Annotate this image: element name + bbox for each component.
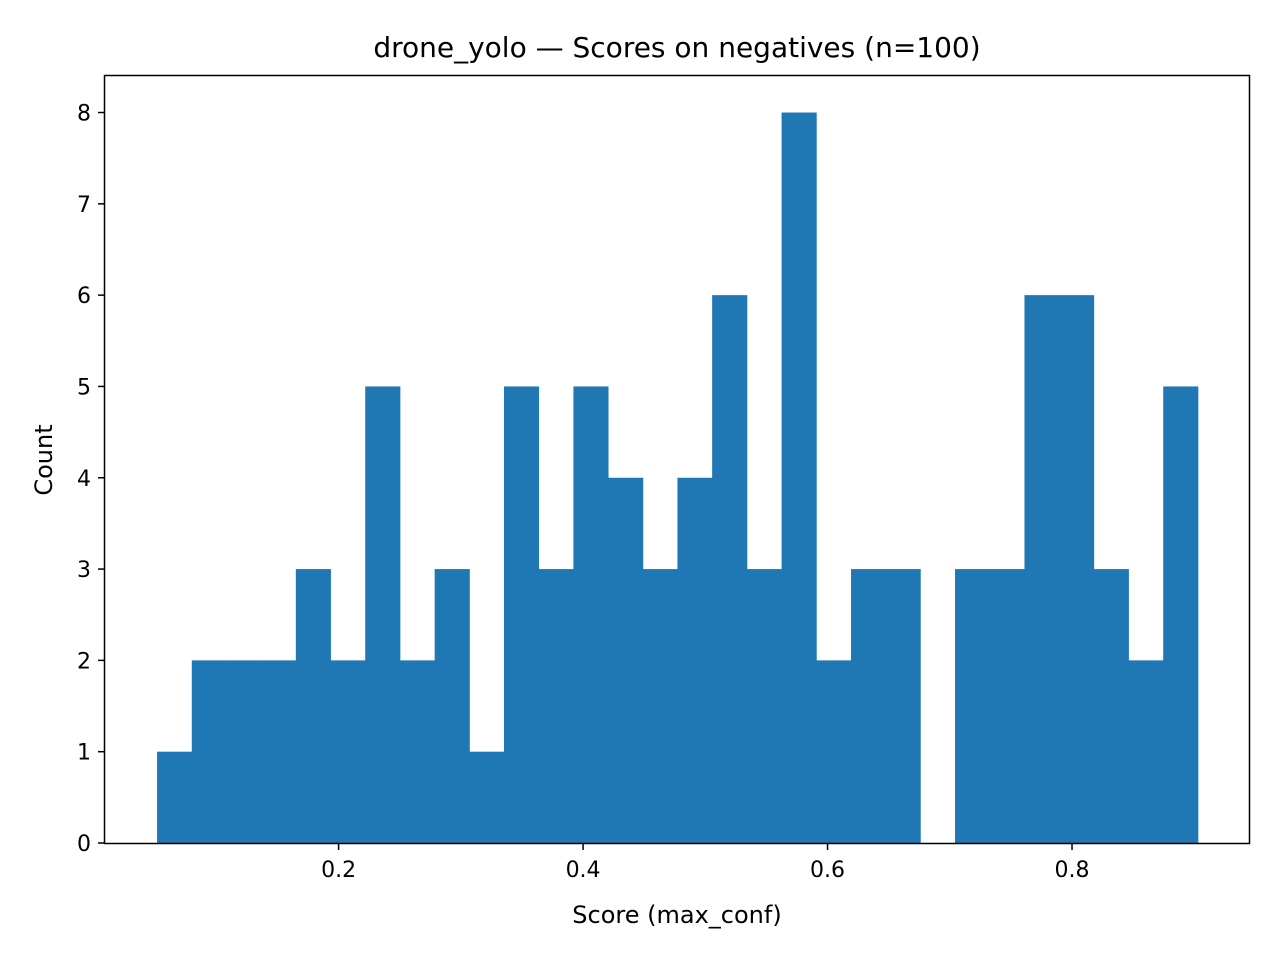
histogram-bar — [851, 569, 887, 843]
histogram-bar — [434, 569, 470, 843]
histogram-bar — [1093, 569, 1129, 843]
histogram-bar — [157, 751, 193, 843]
histogram-bar — [746, 569, 782, 843]
y-tick-label: 3 — [77, 558, 91, 583]
y-tick-label: 2 — [77, 649, 91, 674]
x-tick-label: 0.4 — [566, 858, 601, 883]
y-tick-label: 5 — [77, 375, 91, 400]
histogram-bar — [1024, 295, 1060, 844]
histogram-bar — [538, 569, 574, 843]
histogram-bar — [191, 660, 227, 843]
histogram-bar — [330, 660, 366, 843]
histogram-bar — [469, 751, 505, 843]
x-tick-label: 0.2 — [321, 858, 356, 883]
y-axis-ticks: 0 1 2 3 4 5 6 7 8 — [77, 102, 105, 857]
y-tick-label: 0 — [77, 832, 91, 857]
plot-frame — [103, 74, 1251, 845]
y-tick-label: 8 — [77, 102, 91, 127]
histogram-bar — [261, 660, 297, 843]
histogram-bar — [399, 660, 436, 843]
y-tick-label: 1 — [77, 741, 91, 766]
y-tick-label: 7 — [77, 193, 91, 218]
histogram-bar — [955, 569, 991, 843]
histogram-bar — [503, 386, 540, 843]
y-tick-label: 6 — [77, 284, 91, 309]
histogram-bar — [642, 569, 678, 843]
histogram-bar — [365, 386, 401, 843]
histogram-bar — [677, 477, 713, 843]
histogram-bar — [885, 569, 921, 843]
histogram-bar — [1128, 660, 1164, 843]
histogram-bar — [573, 386, 609, 843]
x-tick-label: 0.8 — [1055, 858, 1090, 883]
histogram-bar — [1059, 295, 1095, 844]
x-tick-label: 0.6 — [810, 858, 845, 883]
histogram-bar — [712, 295, 748, 844]
x-axis-label: Score (max_conf) — [572, 901, 781, 929]
histogram-bar — [295, 569, 331, 843]
bars-group — [157, 112, 1199, 844]
y-tick-label: 4 — [77, 467, 91, 492]
histogram-bar — [816, 660, 852, 843]
histogram-bar — [781, 112, 817, 844]
x-axis-ticks: 0.2 0.4 0.6 0.8 — [321, 843, 1090, 883]
y-axis-label: Count — [30, 424, 58, 495]
chart-title: drone_yolo — Scores on negatives (n=100) — [373, 31, 980, 64]
histogram-bar — [1163, 386, 1199, 843]
histogram-bar — [226, 660, 262, 843]
histogram-bar — [989, 569, 1025, 843]
histogram-bar — [608, 477, 644, 843]
